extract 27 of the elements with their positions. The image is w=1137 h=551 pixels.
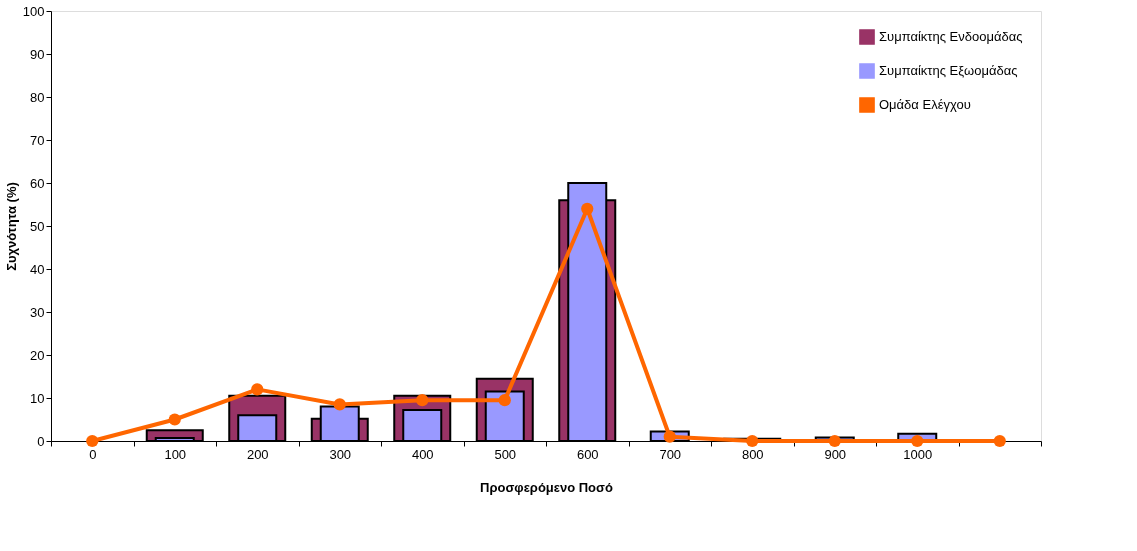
x-tick-label: 100 [164,446,187,462]
x-tick-label: 900 [824,446,847,462]
y-tick-label: 30 [30,304,45,320]
y-tick-label: 90 [30,46,45,62]
y-tick-label: 0 [37,433,45,449]
x-tick-label: 800 [741,446,764,462]
y-tick-label: 80 [30,89,45,105]
y-axis-title: Συχνότητα (%) [3,182,19,271]
x-tick-label: 600 [576,446,599,462]
legend-label: Συμπαίκτης Ενδοομάδας [879,29,1023,44]
y-tick-label: 50 [30,218,45,234]
x-tick-label: 200 [246,446,269,462]
x-tick-label: 700 [659,446,682,462]
legend-label: Ομάδα Ελέγχου [879,97,971,112]
y-tick-label: 40 [30,261,45,277]
x-tick-label: 1000 [903,446,933,462]
y-tick-label: 20 [30,347,45,363]
y-tick-label: 60 [30,175,45,191]
y-tick-label: 100 [22,3,45,19]
legend-label: Συμπαίκτης Εξωομάδας [879,63,1018,78]
y-tick-label: 70 [30,132,45,148]
x-axis-title: Προσφερόμενο Ποσό [480,479,613,495]
y-tick-label: 10 [30,390,45,406]
x-tick-label: 500 [494,446,517,462]
x-tick-label: 400 [411,446,434,462]
x-tick-label: 300 [329,446,352,462]
x-tick-label: 0 [89,446,97,462]
